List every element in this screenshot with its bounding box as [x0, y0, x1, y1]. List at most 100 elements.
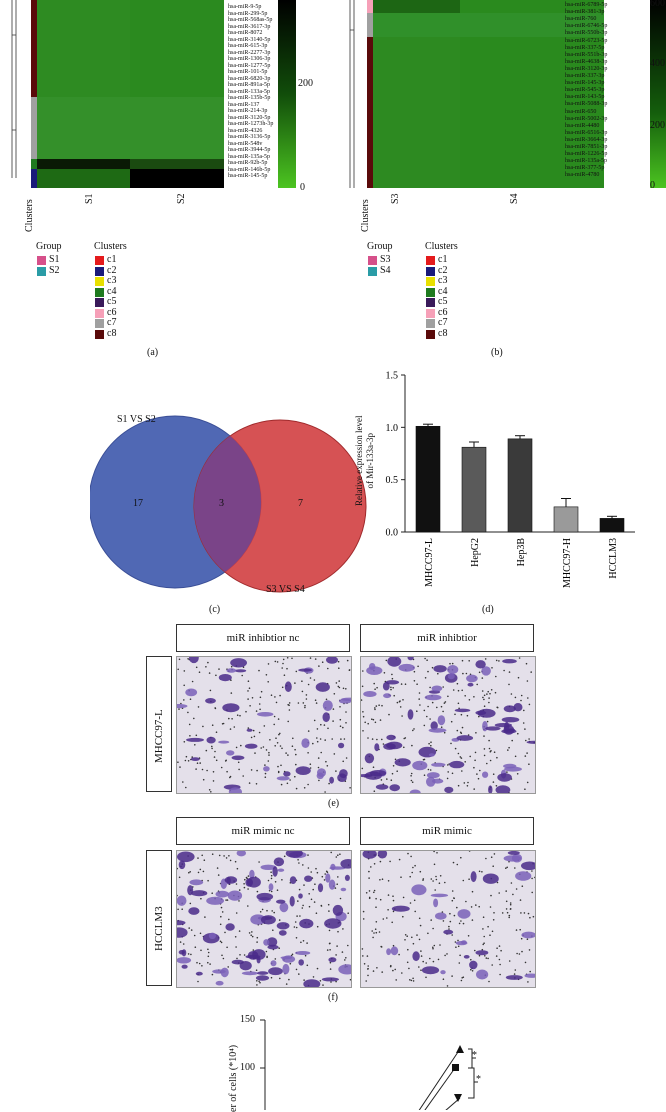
- category-label: Hep3B: [516, 538, 527, 567]
- gene-label: hsa-miR-551b-3p: [565, 51, 608, 58]
- gene-label: hsa-miR-214-3p: [228, 108, 268, 114]
- venn-intersection-count: 3: [219, 498, 224, 509]
- colorbar-tick-b: 0: [650, 180, 655, 191]
- panel-letter: (e): [328, 798, 340, 809]
- sample-label: S3: [390, 193, 401, 204]
- micrograph-inhibitor-nc: [176, 656, 352, 794]
- row-label-box: HCCLM3: [146, 850, 172, 986]
- cluster-swatch: [95, 329, 104, 339]
- gene-label: hsa-miR-5002-3p: [565, 115, 608, 122]
- gene-label: hsa-miR-6516-3p: [565, 129, 608, 136]
- cluster-label: c4: [107, 285, 117, 297]
- gene-label: hsa-miR-1273h-3p: [228, 121, 274, 127]
- group-legend-title: Group: [367, 241, 393, 252]
- gene-label: hsa-miR-891a-5p: [228, 82, 270, 88]
- significance-mark: *: [472, 1050, 477, 1061]
- gene-label: hsa-miR-760: [565, 16, 597, 23]
- gene-label: hsa-miR-1306-3p: [228, 56, 271, 62]
- y-tick-label: 0.5: [386, 475, 399, 486]
- gene-label: hsa-miR-135b-5p: [228, 95, 271, 101]
- y-tick-label: 0.0: [386, 528, 399, 539]
- clusters-legend-title: Clusters: [425, 241, 458, 252]
- cluster-label: c1: [438, 254, 448, 265]
- cluster-swatch: [426, 319, 435, 328]
- cluster-label: c8: [438, 327, 448, 339]
- y-tick-label: 1.5: [386, 371, 399, 382]
- bar: [553, 506, 579, 533]
- clusters-legend-title: Clusters: [94, 241, 127, 252]
- gene-label: hsa-miR-3136-5p: [228, 134, 271, 140]
- significance-mark: *: [476, 1074, 481, 1085]
- gene-label: hsa-miR-146b-5p: [228, 166, 271, 173]
- gene-label: hsa-miR-615-3p: [228, 43, 268, 49]
- bar-chart: 0.0 0.5 1.0 1.5 MHCC97-L HepG2 Hep3B MHCC97-H HC…: [386, 371, 635, 588]
- micrograph-inhibitor: [360, 656, 536, 794]
- sample-label: S2: [176, 193, 187, 204]
- cluster-swatch: [426, 256, 435, 265]
- cluster-swatch: [95, 256, 104, 265]
- growth-ylabel: er of cells (*10⁴): [228, 1044, 239, 1112]
- venn-only2-count: 7: [298, 498, 303, 509]
- cluster-swatch: [95, 287, 104, 297]
- cluster-label: c2: [438, 264, 448, 276]
- colorbar-tick-a: 0: [300, 182, 305, 193]
- cluster-label: c6: [107, 306, 117, 318]
- cluster-swatch: [426, 266, 435, 276]
- heatmap-a: [11, 0, 296, 188]
- panel-letter: (f): [328, 992, 338, 1003]
- cluster-label: c1: [107, 254, 117, 265]
- cluster-label: c7: [107, 317, 117, 328]
- gene-label: hsa-miR-6789-5p: [565, 2, 608, 8]
- gene-label: hsa-miR-137: [228, 101, 260, 108]
- cluster-swatch: [95, 298, 104, 307]
- panel-letter: (d): [482, 604, 494, 615]
- category-label: MHCC97-H: [562, 538, 573, 588]
- gene-label: hsa-miR-4780: [565, 172, 600, 179]
- gene-label: hsa-miR-133a-5p: [228, 88, 270, 95]
- heatmap-b: [349, 0, 666, 188]
- gene-label: hsa-miR-5088-3p: [565, 101, 608, 108]
- micrograph-mimic-nc: [176, 850, 352, 988]
- group-swatch: [37, 266, 46, 276]
- group-swatch: [37, 256, 46, 265]
- cluster-swatch: [426, 329, 435, 339]
- cluster-label: c3: [438, 275, 448, 286]
- cluster-label: c5: [438, 296, 448, 307]
- ylabel-line1: Relative expression level: [354, 415, 364, 506]
- bar: [599, 518, 625, 533]
- cluster-label: c8: [107, 327, 117, 339]
- colorbar-tick-b: 600: [650, 0, 665, 9]
- cluster-label: c5: [107, 296, 117, 307]
- colorbar-tick-a: 200: [298, 78, 313, 89]
- cluster-swatch: [95, 266, 104, 276]
- bar: [415, 425, 441, 533]
- gene-label: hsa-miR-3140-5p: [228, 36, 271, 43]
- cluster-label: c7: [438, 317, 448, 328]
- cluster-label: c6: [438, 306, 448, 318]
- gene-label: hsa-miR-7851-3p: [565, 144, 608, 150]
- group-label: S4: [380, 264, 391, 276]
- venn-set2-label: S3 VS S4: [266, 584, 305, 595]
- category-label: HepG2: [470, 538, 481, 567]
- group-label: S1: [49, 254, 60, 265]
- colorbar-tick-b: 200: [650, 120, 665, 131]
- column-header: miR mimic: [360, 817, 534, 845]
- gene-label: hsa-miR-377-5p: [565, 165, 605, 172]
- gene-label: hsa-miR-299-5p: [228, 10, 268, 17]
- cluster-swatch: [95, 319, 104, 328]
- category-label: HCCLM3: [608, 538, 619, 579]
- cluster-swatch: [95, 308, 104, 318]
- gene-label: hsa-miR-92b-5p: [228, 160, 268, 166]
- growth-ytick: 100: [240, 1062, 255, 1073]
- growth-ytick: 150: [240, 1014, 255, 1025]
- group-swatch: [368, 266, 377, 276]
- gene-label: hsa-miR-550b-3p: [565, 30, 608, 37]
- group-legend-title: Group: [36, 241, 62, 252]
- panel-letter: (a): [147, 347, 159, 358]
- panel-letter: (b): [491, 347, 503, 358]
- gene-label: hsa-miR-3664-3p: [565, 136, 608, 143]
- group-label: S2: [49, 264, 60, 276]
- bar-chart-ylabel: Relative expression level of Mir-133a-3p: [354, 416, 376, 506]
- gene-label: hsa-miR-135a-5p: [228, 153, 270, 160]
- cluster-swatch: [426, 277, 435, 286]
